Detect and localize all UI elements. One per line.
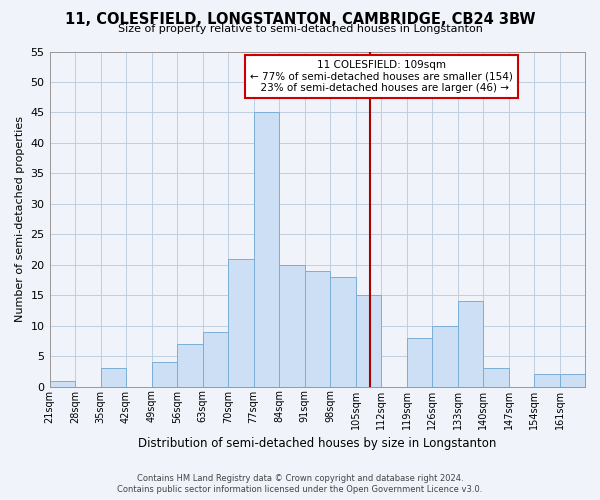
Bar	[483, 368, 509, 386]
Bar	[458, 302, 483, 386]
Text: Size of property relative to semi-detached houses in Longstanton: Size of property relative to semi-detach…	[118, 24, 482, 34]
Bar	[560, 374, 585, 386]
Bar	[407, 338, 432, 386]
Bar	[203, 332, 228, 386]
X-axis label: Distribution of semi-detached houses by size in Longstanton: Distribution of semi-detached houses by …	[138, 437, 496, 450]
Bar	[228, 258, 254, 386]
Bar	[432, 326, 458, 386]
Bar	[50, 380, 75, 386]
Bar	[356, 295, 381, 386]
Text: 11 COLESFIELD: 109sqm
← 77% of semi-detached houses are smaller (154)
  23% of s: 11 COLESFIELD: 109sqm ← 77% of semi-deta…	[250, 60, 513, 93]
Bar	[330, 277, 356, 386]
Bar	[101, 368, 126, 386]
Bar	[177, 344, 203, 387]
Text: Contains HM Land Registry data © Crown copyright and database right 2024.
Contai: Contains HM Land Registry data © Crown c…	[118, 474, 482, 494]
Bar	[279, 265, 305, 386]
Y-axis label: Number of semi-detached properties: Number of semi-detached properties	[15, 116, 25, 322]
Bar	[254, 112, 279, 386]
Text: 11, COLESFIELD, LONGSTANTON, CAMBRIDGE, CB24 3BW: 11, COLESFIELD, LONGSTANTON, CAMBRIDGE, …	[65, 12, 535, 28]
Bar	[534, 374, 560, 386]
Bar	[305, 271, 330, 386]
Bar	[152, 362, 177, 386]
